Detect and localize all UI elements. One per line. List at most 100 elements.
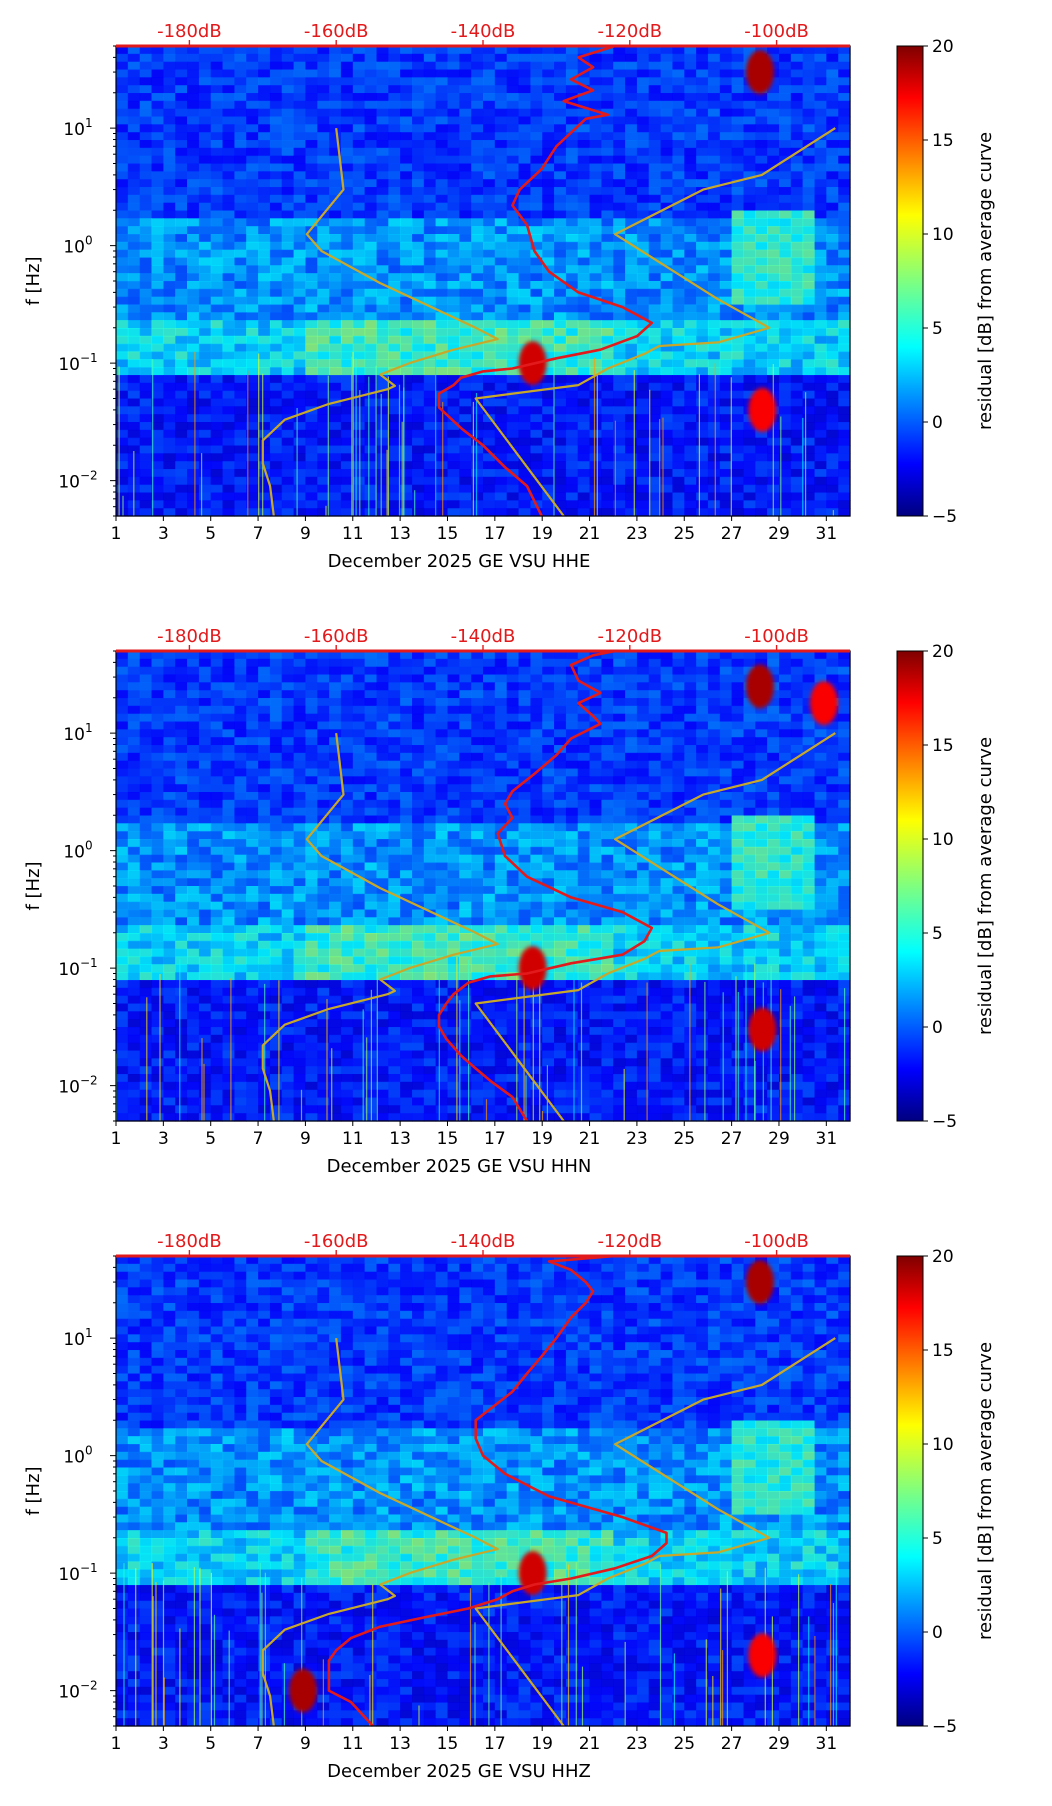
colorbar-tick-label: 0 (932, 1623, 943, 1643)
curve-noise-model-high- (474, 127, 836, 517)
x-tick-label: 15 (437, 1129, 459, 1149)
colorbar-tick-label: 10 (932, 1435, 954, 1455)
x-tick-label: 3 (158, 1129, 169, 1149)
top-db-label: -180dB (157, 1231, 222, 1252)
x-tick-label: 23 (626, 524, 648, 544)
top-db-label: -180dB (157, 626, 222, 647)
curve-median-psd (437, 44, 654, 517)
x-tick-label: 27 (721, 524, 743, 544)
x-axis-label: December 2025 GE VSU HHE (328, 551, 591, 572)
hot-spot-1 (518, 946, 547, 991)
x-tick-label: 29 (768, 524, 790, 544)
hot-spot-2 (746, 50, 774, 95)
x-tick-label: 17 (484, 524, 506, 544)
colorbar-tick-label: 20 (932, 642, 954, 662)
colorbar-tick-label: 5 (932, 1529, 943, 1549)
curve-median-psd (437, 649, 654, 1122)
colorbar-tick-label: 0 (932, 1018, 943, 1038)
colorbar-tick-label: 5 (932, 924, 943, 944)
x-tick-label: 25 (673, 1129, 695, 1149)
y-tick-label: 100 (63, 839, 92, 863)
x-tick-label: 7 (253, 1129, 264, 1149)
x-tick-label: 21 (579, 1734, 601, 1754)
x-tick-label: 9 (300, 524, 311, 544)
top-db-label: -140dB (451, 1231, 516, 1252)
hot-spot-2 (746, 664, 774, 709)
curve-noise-model-low-high- (261, 1337, 499, 1727)
y-tick-label: 101 (63, 1326, 92, 1350)
y-tick-label: 10−1 (58, 351, 97, 375)
top-db-label: -120dB (597, 626, 662, 647)
colorbar-2: 20 15 10 5 0 −5 residual [dB] from average cur… (896, 642, 996, 1132)
x-tick-label: 29 (768, 1129, 790, 1149)
top-db-label: -180dB (157, 21, 222, 42)
x-tick-label: 21 (579, 1129, 601, 1149)
x-tick-label: 19 (531, 1129, 553, 1149)
x-axis-label: December 2025 GE VSU HHZ (327, 1761, 591, 1782)
hot-spot-4 (810, 681, 838, 726)
x-tick-label: 23 (626, 1129, 648, 1149)
x-tick-label: 27 (721, 1734, 743, 1754)
x-tick-label: 1 (111, 1129, 122, 1149)
x-tick-label: 1 (111, 1734, 122, 1754)
x-tick-label: 5 (205, 1129, 216, 1149)
x-tick-label: 7 (253, 1734, 264, 1754)
y-axis-label: f [Hz] (23, 1466, 44, 1515)
x-tick-label: 15 (437, 1734, 459, 1754)
y-tick-label: 10−1 (58, 1561, 97, 1585)
curve-noise-model-low-high- (261, 127, 499, 517)
y-tick-label: 10−2 (58, 1074, 97, 1098)
y-tick-label: 101 (63, 721, 92, 745)
heatmap-field (116, 46, 851, 517)
top-db-label: -100dB (744, 1231, 809, 1252)
x-tick-label: 19 (531, 1734, 553, 1754)
x-tick-label: 15 (437, 524, 459, 544)
colorbar-tick-label: 15 (932, 736, 954, 756)
y-tick-label: 100 (63, 234, 92, 258)
colorbar-tick-label: −5 (932, 507, 957, 527)
x-tick-label: 31 (816, 1734, 838, 1754)
x-tick-label: 13 (389, 524, 411, 544)
x-tick-label: 5 (205, 524, 216, 544)
x-tick-label: 25 (673, 1734, 695, 1754)
heatmap-field (115, 651, 851, 1122)
top-db-label: -160dB (304, 626, 369, 647)
hot-spot-4 (289, 1668, 318, 1713)
colorbar-tick-label: 10 (932, 225, 954, 245)
x-tick-label: 17 (484, 1129, 506, 1149)
top-db-label: -160dB (304, 1231, 369, 1252)
y-tick-label: 101 (63, 116, 92, 140)
curve-noise-model-high- (474, 732, 836, 1122)
x-tick-label: 21 (579, 524, 601, 544)
top-db-label: -100dB (744, 21, 809, 42)
heatmap-field (116, 1256, 851, 1727)
colorbar-label: residual [dB] from average curve (975, 132, 996, 430)
top-db-label: -140dB (451, 626, 516, 647)
y-axis-label: f [Hz] (23, 256, 44, 305)
x-tick-label: 1 (111, 524, 122, 544)
x-tick-label: 11 (342, 524, 364, 544)
curve-noise-model-high- (474, 1337, 836, 1727)
colorbar-tick-label: −5 (932, 1112, 957, 1132)
colorbar-tick-label: 15 (932, 131, 954, 151)
colorbar-tick-label: 20 (932, 37, 954, 57)
hot-spot-3 (748, 387, 777, 432)
x-tick-label: 31 (816, 524, 838, 544)
top-db-label: -100dB (744, 626, 809, 647)
x-tick-label: 9 (300, 1129, 311, 1149)
colorbar-3: 20 15 10 5 0 −5 residual [dB] from average cur… (896, 1247, 996, 1737)
x-tick-label: 31 (816, 1129, 838, 1149)
x-tick-label: 19 (531, 524, 553, 544)
top-db-label: -120dB (597, 1231, 662, 1252)
top-db-label: -120dB (597, 21, 662, 42)
hot-spot-3 (748, 1633, 777, 1678)
x-tick-label: 13 (389, 1734, 411, 1754)
y-axis-label: f [Hz] (23, 861, 44, 910)
top-db-label: -140dB (451, 21, 516, 42)
colorbar-label: residual [dB] from average curve (975, 737, 996, 1035)
top-db-label: -160dB (304, 21, 369, 42)
colorbar-1: 20 15 10 5 0 −5 residual [dB] from average cur… (896, 37, 996, 527)
